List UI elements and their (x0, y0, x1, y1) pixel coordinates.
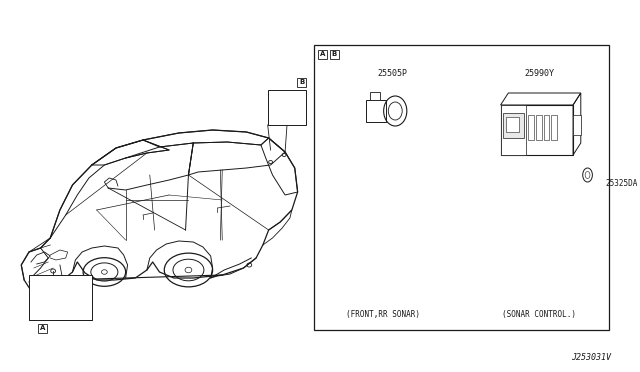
Bar (500, 105, 573, 155)
Text: (FRONT,RR SONAR): (FRONT,RR SONAR) (346, 311, 420, 320)
Ellipse shape (185, 267, 192, 273)
Bar (504, 113, 524, 138)
Text: B: B (299, 79, 304, 85)
Ellipse shape (102, 270, 108, 274)
Text: (SONAR CONTROL.): (SONAR CONTROL.) (502, 311, 576, 320)
Text: A: A (320, 51, 326, 57)
Bar (314, 45, 609, 330)
Text: 25325DA: 25325DA (605, 179, 637, 187)
Bar (536, 115, 541, 140)
Text: A: A (40, 325, 45, 331)
Bar (319, 49, 327, 58)
Bar (528, 115, 534, 140)
Bar (29, 275, 92, 320)
Bar (543, 115, 549, 140)
Bar (500, 105, 526, 155)
Text: B: B (332, 51, 337, 57)
Bar (551, 115, 557, 140)
Bar (573, 115, 580, 135)
Bar (506, 117, 520, 132)
Text: 25505P: 25505P (378, 68, 407, 77)
Bar (38, 324, 47, 333)
Bar (370, 92, 380, 100)
Text: J253031V: J253031V (571, 353, 611, 362)
Text: 25990Y: 25990Y (524, 68, 554, 77)
Bar (297, 77, 306, 87)
Bar (366, 100, 385, 122)
Bar (268, 90, 307, 125)
Bar (330, 49, 339, 58)
